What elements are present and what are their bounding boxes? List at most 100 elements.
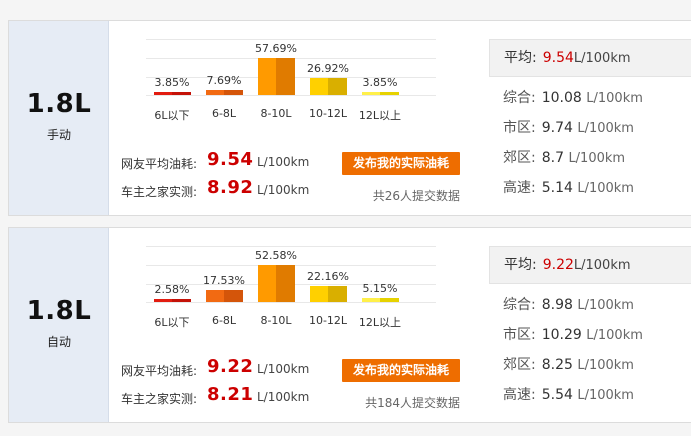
consumption-chart-panel: 2.58% 6L以下 17.53% 6-8L 52.58% 8-10L 22.16% 10-1…: [109, 228, 473, 422]
average-value: 9.22: [542, 257, 574, 273]
bar-6L以下: [153, 92, 191, 95]
average-box: 平均: 9.22L/100km: [489, 246, 691, 284]
gridline: [146, 95, 436, 96]
autohome-test-label: 车主之家实测:: [121, 392, 198, 406]
urban-unit: L/100km: [577, 121, 634, 136]
consumption-breakdown: 平均: 9.22L/100km 综合: 8.98 L/100km 市区: 10.29 …: [475, 228, 691, 422]
bar-percent-label: 26.92%: [307, 62, 349, 75]
bar-percent-label: 52.58%: [255, 249, 297, 262]
engine-panel: 1.8L 自动: [9, 228, 109, 422]
urban-unit: L/100km: [586, 328, 643, 343]
transmission-type: 自动: [46, 335, 71, 349]
bar-12L以上: [361, 92, 399, 95]
bar-8-10L: [257, 265, 295, 302]
highway-unit: L/100km: [577, 181, 634, 196]
netizen-avg-label: 网友平均油耗:: [121, 157, 198, 171]
bar-percent-label: 3.85%: [154, 76, 190, 89]
highway-value: 5.14: [541, 180, 573, 196]
highway-value: 5.54: [541, 387, 573, 403]
combined-row: 综合: 10.08 L/100km: [503, 87, 643, 107]
average-value: 9.54: [542, 50, 574, 66]
bar-6-8L: [205, 290, 243, 302]
bar-percent-label: 17.53%: [203, 274, 245, 287]
category-label: 8-10L: [260, 314, 292, 327]
bar-10-12L: [309, 78, 347, 95]
highway-label: 高速:: [503, 180, 536, 196]
netizen-avg-unit: L/100km: [257, 155, 310, 169]
combined-row: 综合: 8.98 L/100km: [503, 294, 634, 314]
highway-label: 高速:: [503, 387, 536, 403]
combined-value: 8.98: [541, 297, 573, 313]
combined-label: 综合:: [503, 90, 536, 106]
bar-6-8L: [205, 90, 243, 95]
bar-percent-label: 5.15%: [362, 282, 398, 295]
urban-value: 10.29: [541, 327, 582, 343]
average-unit: L/100km: [573, 258, 631, 273]
urban-label: 市区:: [503, 327, 536, 343]
category-label: 6-8L: [211, 107, 237, 120]
category-label: 10-12L: [308, 107, 348, 120]
bar-6L以下: [153, 299, 191, 302]
suburban-value: 8.7: [541, 150, 564, 166]
suburban-value: 8.25: [541, 357, 573, 373]
average-label: 平均:: [504, 257, 537, 273]
transmission-type: 手动: [46, 128, 71, 142]
submit-consumption-button[interactable]: 发布我的实际油耗: [342, 152, 460, 175]
netizen-avg-value: 9.54: [207, 149, 254, 170]
bar-percent-label: 22.16%: [307, 270, 349, 283]
submission-count: 共26人提交数据: [372, 189, 460, 203]
consumption-breakdown: 平均: 9.54L/100km 综合: 10.08 L/100km 市区: 9.74 …: [475, 21, 691, 215]
autohome-test-unit: L/100km: [257, 390, 310, 404]
urban-label: 市区:: [503, 120, 536, 136]
bar-percent-label: 3.85%: [362, 76, 398, 89]
fuel-section-automatic: 1.8L 自动 2.58% 6L以下 17.53% 6-8L 52.58% 8-10L 22…: [8, 227, 691, 423]
bar-percent-label: 57.69%: [255, 42, 297, 55]
category-label: 12L以上: [358, 316, 402, 329]
netizen-avg-unit: L/100km: [257, 362, 310, 376]
urban-value: 9.74: [541, 120, 573, 136]
engine-panel: 1.8L 手动: [9, 21, 109, 215]
average-label: 平均:: [504, 50, 537, 66]
combined-unit: L/100km: [586, 91, 643, 106]
fuel-section-manual: 1.8L 手动 3.85% 6L以下 7.69% 6-8L 57.69% 8-10L 26.…: [8, 20, 691, 216]
suburban-row: 郊区: 8.25 L/100km: [503, 354, 634, 374]
suburban-label: 郊区:: [503, 357, 536, 373]
category-label: 12L以上: [358, 109, 402, 122]
submit-consumption-button[interactable]: 发布我的实际油耗: [342, 359, 460, 382]
netizen-avg-value: 9.22: [207, 356, 254, 377]
combined-label: 综合:: [503, 297, 536, 313]
category-label: 6L以下: [154, 316, 190, 329]
bar-8-10L: [257, 58, 295, 95]
autohome-test-value: 8.92: [207, 177, 254, 198]
highway-row: 高速: 5.54 L/100km: [503, 384, 634, 404]
urban-row: 市区: 10.29 L/100km: [503, 324, 643, 344]
category-label: 6L以下: [154, 109, 190, 122]
bar-12L以上: [361, 298, 399, 302]
highway-unit: L/100km: [577, 388, 634, 403]
suburban-label: 郊区:: [503, 150, 536, 166]
engine-displacement: 1.8L: [26, 89, 92, 119]
average-box: 平均: 9.54L/100km: [489, 39, 691, 77]
combined-value: 10.08: [541, 90, 582, 106]
submission-count: 共184人提交数据: [365, 396, 460, 410]
suburban-unit: L/100km: [568, 151, 626, 166]
gridline: [146, 302, 436, 303]
category-label: 8-10L: [260, 107, 292, 120]
highway-row: 高速: 5.14 L/100km: [503, 177, 634, 197]
autohome-test-label: 车主之家实测:: [121, 185, 198, 199]
category-label: 6-8L: [211, 314, 237, 327]
category-label: 10-12L: [308, 314, 348, 327]
consumption-chart-panel: 3.85% 6L以下 7.69% 6-8L 57.69% 8-10L 26.92% 10-12…: [109, 21, 473, 215]
suburban-unit: L/100km: [577, 358, 634, 373]
autohome-test-unit: L/100km: [257, 183, 310, 197]
bar-percent-label: 2.58%: [154, 283, 190, 296]
netizen-avg-label: 网友平均油耗:: [121, 364, 198, 378]
engine-displacement: 1.8L: [26, 296, 92, 326]
suburban-row: 郊区: 8.7 L/100km: [503, 147, 625, 167]
gridline: [146, 39, 436, 40]
urban-row: 市区: 9.74 L/100km: [503, 117, 634, 137]
gridline: [146, 246, 436, 247]
combined-unit: L/100km: [577, 298, 634, 313]
average-unit: L/100km: [573, 51, 631, 66]
autohome-test-value: 8.21: [207, 384, 254, 405]
